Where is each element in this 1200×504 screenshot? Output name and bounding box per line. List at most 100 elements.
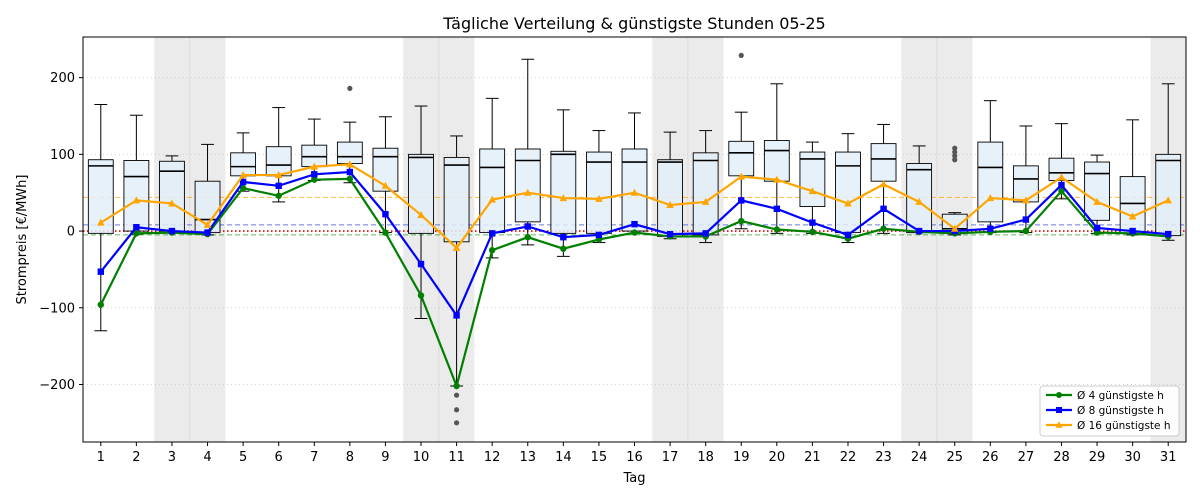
x-tick-label: 27: [1018, 450, 1035, 465]
y-tick-label: 0: [67, 225, 75, 240]
x-tick-label: 21: [804, 450, 821, 465]
series-point: [880, 205, 887, 213]
box-iqr: [1084, 161, 1110, 221]
x-tick-label: 25: [946, 450, 963, 465]
series-point: [595, 231, 603, 239]
box-day-5: [230, 132, 257, 192]
series-point: [808, 187, 817, 195]
box-iqr: [977, 141, 1004, 223]
legend-marker: [1056, 407, 1062, 413]
series-point: [879, 180, 888, 188]
series-point: [844, 231, 852, 239]
box-flier: [952, 145, 958, 151]
series-point: [132, 196, 141, 204]
box-flier: [453, 420, 460, 426]
x-tick-label: 14: [555, 450, 572, 465]
series-point: [452, 243, 461, 251]
series-point: [844, 199, 852, 207]
series-point: [880, 225, 887, 232]
box-iqr: [799, 151, 826, 207]
series-point: [453, 382, 460, 390]
series-point: [631, 229, 638, 236]
box-iqr: [763, 140, 790, 182]
x-tick-label: 8: [346, 450, 354, 465]
box-day-6: [265, 107, 292, 203]
box-iqr: [835, 151, 861, 234]
box-day-20: [763, 83, 790, 234]
series-point: [523, 188, 532, 196]
series-point: [97, 268, 104, 275]
box-day-3: [159, 155, 185, 234]
series-point: [631, 220, 638, 228]
series-point: [310, 162, 319, 170]
series-point: [809, 219, 816, 226]
series-point: [809, 228, 816, 236]
series-point: [203, 220, 212, 228]
series-point: [346, 168, 354, 176]
series-point: [274, 171, 283, 179]
x-tick-label: 20: [769, 450, 786, 465]
x-tick-label: 5: [239, 450, 247, 465]
box-flier: [453, 392, 460, 398]
x-tick-label: 9: [381, 450, 389, 465]
box-iqr: [550, 150, 577, 234]
box-iqr: [728, 140, 755, 177]
box-day-17: [657, 131, 683, 240]
series-point: [275, 182, 282, 190]
box-day-10: [408, 105, 434, 320]
series-point: [1093, 224, 1101, 232]
series-point: [133, 224, 140, 231]
series-2: [97, 168, 1172, 319]
box-day-23: [870, 123, 897, 234]
series-point: [524, 233, 531, 241]
x-tick-label: 16: [626, 450, 643, 465]
x-tick-label: 11: [448, 450, 465, 465]
box-plots: [87, 52, 1182, 426]
series-point: [168, 227, 176, 235]
series-point: [133, 230, 140, 237]
series-point: [346, 175, 354, 183]
x-tick-label: 24: [911, 450, 928, 465]
x-tick-label: 26: [982, 450, 999, 465]
series-point: [204, 229, 211, 236]
x-tick-label: 31: [1160, 450, 1177, 465]
series-point: [239, 178, 247, 186]
x-tick-label: 19: [733, 450, 750, 465]
box-flier: [952, 153, 958, 159]
series-point: [986, 194, 995, 202]
x-tick-label: 4: [203, 450, 211, 465]
series-point: [560, 233, 567, 241]
series-point: [382, 229, 389, 236]
series-point: [738, 217, 745, 225]
y-tick-label: 100: [50, 148, 75, 163]
series-point: [773, 205, 781, 213]
series-point: [239, 184, 247, 192]
series-point: [701, 197, 710, 205]
box-iqr: [159, 160, 185, 232]
series-point: [1058, 181, 1065, 189]
series-point: [524, 223, 531, 230]
x-tick-label: 6: [275, 450, 283, 465]
series-point: [773, 226, 781, 233]
series-point: [950, 224, 959, 232]
series-point: [381, 181, 390, 189]
box-iqr: [657, 159, 683, 237]
series-point: [96, 218, 105, 226]
cheapest-hours-series: [96, 160, 1173, 390]
series-point: [382, 210, 389, 218]
series-point: [311, 171, 318, 178]
box-day-13: [514, 58, 541, 246]
box-iqr: [870, 143, 897, 182]
series-point: [737, 172, 746, 180]
box-iqr: [1119, 176, 1146, 234]
y-tick-label: 200: [50, 71, 75, 86]
series-point: [987, 225, 994, 232]
box-day-22: [835, 133, 861, 244]
series-point: [915, 197, 923, 205]
series-point: [97, 301, 104, 308]
legend-label: Ø 4 günstigste h: [1077, 390, 1164, 402]
series-point: [666, 200, 674, 208]
box-iqr: [692, 152, 719, 236]
x-tick-label: 13: [519, 450, 536, 465]
